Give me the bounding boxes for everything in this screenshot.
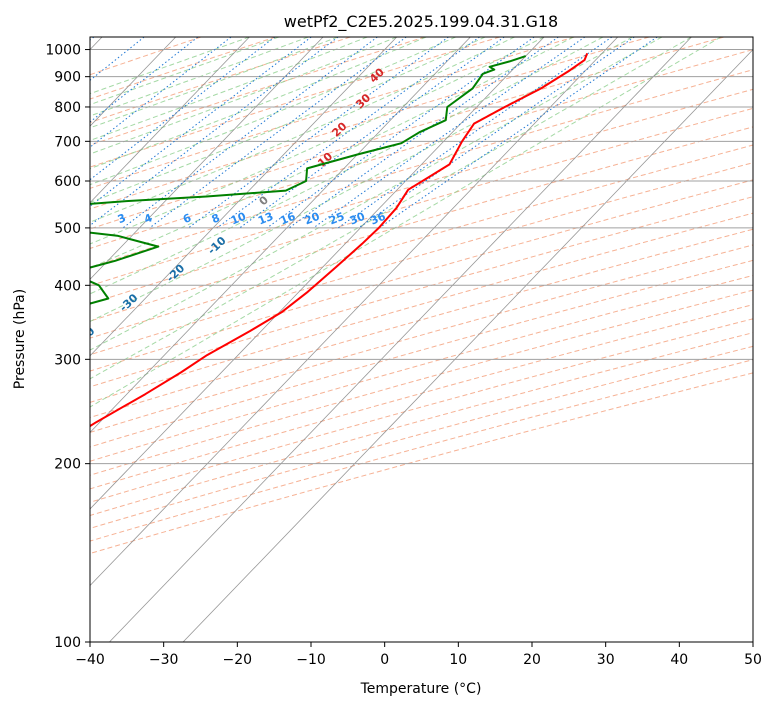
moist-adiabat <box>90 37 456 186</box>
isotherm <box>109 37 692 642</box>
dry-adiabat <box>90 179 753 372</box>
plot-area: 0.10.20.40.611.52346810131620253036-100-… <box>74 37 753 642</box>
y-tick-label: 100 <box>54 635 81 651</box>
dry-adiabat <box>90 318 753 503</box>
x-tick-label: 20 <box>523 652 541 668</box>
dry-adiabat <box>90 359 753 542</box>
x-tick-label: 10 <box>449 652 467 668</box>
mixing-ratio-line <box>90 37 339 227</box>
adiabat-label: -40 <box>74 324 98 347</box>
dry-adiabat <box>90 244 753 433</box>
mixing-ratio-line <box>90 37 312 207</box>
mixing-ratio-label: 10 <box>229 210 248 228</box>
x-tick-label: −20 <box>223 652 253 668</box>
y-tick-label: 900 <box>54 70 81 86</box>
moist-adiabats <box>90 37 722 408</box>
mixing-ratio-line <box>216 37 480 229</box>
x-tick-label: 30 <box>597 652 615 668</box>
plot-frame <box>89 36 754 643</box>
isotherm <box>182 48 753 642</box>
mixing-ratio-line <box>379 37 658 229</box>
y-tick-label: 800 <box>54 100 81 116</box>
isotherm <box>90 37 471 434</box>
sounding-series <box>90 53 589 428</box>
x-tick-label: 50 <box>744 652 762 668</box>
temperature-line <box>90 53 589 428</box>
mixing-ratio-label: 25 <box>327 210 346 228</box>
dry-adiabat <box>90 304 753 490</box>
dry-adiabat <box>90 372 753 554</box>
isotherm <box>90 37 398 357</box>
mixing-ratio-label: 8 <box>210 211 222 226</box>
x-tick-label: −30 <box>149 652 179 668</box>
moist-adiabat <box>90 37 309 117</box>
mixing-ratio-line <box>266 37 535 229</box>
dry-adiabat <box>90 69 753 268</box>
y-axis-label: Pressure (hPa) <box>12 289 28 389</box>
x-tick-label: −40 <box>75 652 105 668</box>
y-tick-label: 1000 <box>45 43 81 59</box>
mixing-ratio-label: 13 <box>256 210 275 228</box>
mixing-ratio-line <box>358 37 635 229</box>
isotherm <box>90 37 545 510</box>
mixing-ratio-label: 3 <box>116 211 128 226</box>
isotherms <box>90 37 753 642</box>
moist-adiabat <box>90 37 692 380</box>
mixing-ratio-line <box>90 37 276 181</box>
dewpoint-line <box>90 55 527 305</box>
dry-adiabat <box>90 345 753 529</box>
x-axis-label: Temperature (°C) <box>360 681 482 697</box>
y-tick-label: 200 <box>54 457 81 473</box>
x-axis: −40 −30 −20 −10 0 10 20 30 40 50 <box>75 642 762 668</box>
mixing-ratio-label: 30 <box>348 210 367 228</box>
y-tick-label: 400 <box>54 278 81 294</box>
adiabat-labels: 0.10.20.40.611.52346810131620253036-100-… <box>74 65 388 347</box>
mixing-ratio-line <box>288 37 559 229</box>
y-tick-label: 700 <box>54 134 81 150</box>
x-tick-label: 0 <box>380 652 389 668</box>
y-tick-label: 300 <box>54 352 81 368</box>
dry-adiabat <box>90 289 753 476</box>
mixing-ratio-line <box>337 37 613 229</box>
isotherm <box>90 37 324 280</box>
chart-title: wetPf2_C2E5.2025.199.04.31.G18 <box>284 12 558 32</box>
mixing-ratio-label: 20 <box>303 210 322 228</box>
dry-adiabat <box>90 37 650 210</box>
dry-adiabat <box>90 144 753 339</box>
moist-adiabat <box>90 37 280 106</box>
moist-adiabat <box>90 37 397 155</box>
y-axis: 100 200 300 400 500 600 700 800 900 1000 <box>45 43 90 651</box>
moist-adiabat <box>90 37 338 129</box>
dry-adiabat <box>90 37 724 230</box>
mixing-ratio-line <box>188 37 449 229</box>
dry-adiabat <box>90 332 753 516</box>
isotherm <box>90 37 619 587</box>
dry-adiabat <box>90 274 753 462</box>
x-tick-label: −10 <box>296 652 326 668</box>
x-tick-label: 40 <box>670 652 688 668</box>
mixing-ratio-lines <box>90 37 658 229</box>
moist-adiabat <box>90 37 722 408</box>
mixing-ratio-label: 16 <box>278 210 297 228</box>
mixing-ratio-line <box>313 37 586 229</box>
isotherm <box>90 37 250 204</box>
moist-adiabat <box>90 37 574 269</box>
moist-adiabat <box>90 37 604 295</box>
dry-adiabat <box>90 37 575 189</box>
dry-adiabat <box>90 259 753 448</box>
y-tick-label: 500 <box>54 221 81 237</box>
moist-adiabat <box>90 37 515 223</box>
y-tick-label: 600 <box>54 174 81 190</box>
